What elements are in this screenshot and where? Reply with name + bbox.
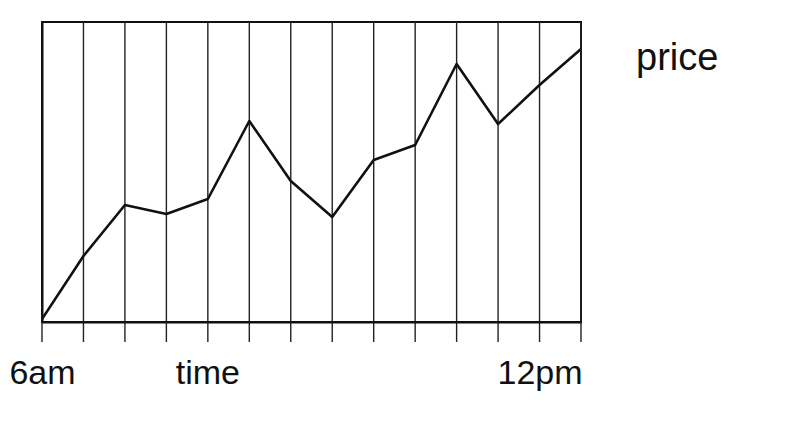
plot: 6am 12pm — [9, 22, 582, 391]
x-tick: 12pm — [498, 322, 583, 391]
chart: 6am 12pm time price — [0, 0, 806, 435]
x-tick-label: 12pm — [498, 353, 583, 391]
y-axis-line — [42, 23, 44, 323]
plot-frame — [42, 22, 581, 322]
grid-line — [580, 22, 581, 342]
price-line — [42, 49, 581, 319]
grid-line — [539, 22, 540, 342]
grid-line — [456, 22, 457, 342]
grid-line — [332, 22, 333, 342]
grid — [42, 22, 581, 342]
x-tick-label: 6am — [9, 353, 75, 391]
grid-line — [373, 22, 374, 342]
series — [42, 49, 581, 319]
grid-line — [166, 22, 167, 342]
grid-line — [414, 22, 415, 342]
x-axis-line — [43, 322, 582, 324]
y-axis — [42, 23, 43, 323]
y-axis-title: price — [636, 36, 718, 78]
grid-line — [207, 22, 208, 342]
x-tick: 6am — [9, 322, 75, 391]
grid-line — [249, 22, 250, 342]
grid-line — [497, 22, 498, 342]
x-axis: 6am 12pm — [9, 322, 582, 391]
grid-line — [83, 22, 84, 342]
grid-line — [124, 22, 125, 342]
grid-line — [41, 22, 42, 342]
x-axis-title: time — [176, 353, 240, 391]
